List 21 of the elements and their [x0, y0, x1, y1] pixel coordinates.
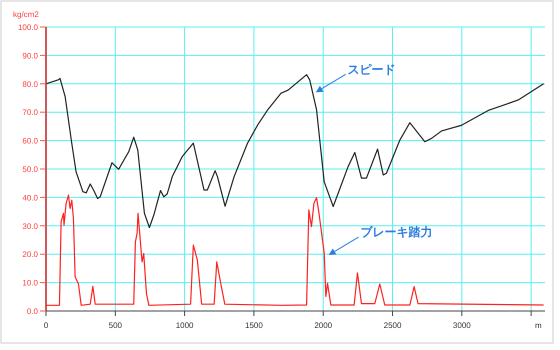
y-tick-label: 30.0 [22, 222, 39, 231]
y-tick-label: 50.0 [22, 165, 39, 174]
y-tick-label: 70.0 [22, 108, 39, 118]
y-tick-label: 20.0 [22, 250, 39, 260]
line-series [45, 194, 544, 306]
y-axis-title: kg/cm2 [13, 10, 40, 19]
y-tick-label: 90.0 [22, 51, 39, 60]
y-tick-label: 100.0 [18, 23, 39, 32]
x-tick-label: 3000 [452, 321, 472, 330]
x-tick-label: 1500 [245, 321, 264, 330]
y-tick-label: 40.0 [22, 193, 39, 202]
x-tick-label: 1000 [176, 321, 194, 330]
y-tick-label: 10.0 [22, 278, 39, 288]
x-tick-label: 2000 [314, 321, 333, 330]
x-tick-label: 500 [108, 321, 123, 330]
x-axis-title: m [535, 321, 542, 330]
y-tick-label: 0.0 [26, 307, 39, 316]
y-tick-label: 80.0 [22, 80, 39, 89]
x-tick-label: 2500 [384, 321, 402, 330]
x-tick-label: 0 [44, 321, 49, 330]
y-tick-label: 60.0 [22, 136, 39, 146]
